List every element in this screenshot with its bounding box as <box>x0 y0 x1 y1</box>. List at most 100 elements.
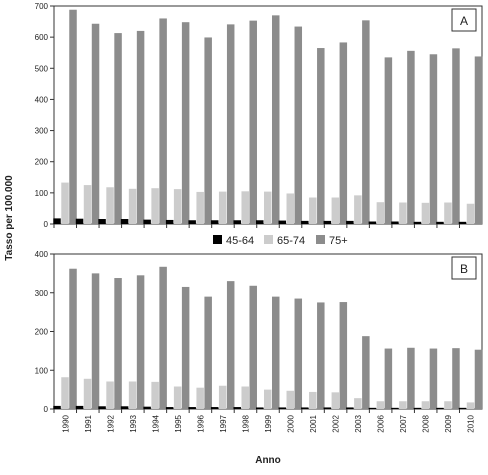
y-axis-title: Tasso per 100.000 <box>4 175 15 261</box>
bar-75-2003 <box>362 336 370 409</box>
bar-75-1994 <box>159 266 167 409</box>
y-tick-label: 200 <box>35 328 49 337</box>
bar-45-64-1993 <box>120 219 129 224</box>
bar-65-74-1997 <box>218 385 227 409</box>
y-tick-label: 700 <box>35 2 49 11</box>
bar-45-64-1999 <box>256 220 264 224</box>
legend-swatch <box>316 235 325 244</box>
x-tick-label: 2010 <box>467 414 476 432</box>
bar-75-1999 <box>272 15 280 224</box>
bar-75-2001 <box>317 302 325 409</box>
bar-75-2008 <box>429 54 438 225</box>
bar-45-64-1993 <box>120 406 129 409</box>
bar-45-64-2002 <box>323 407 332 409</box>
bar-65-74-1996 <box>196 191 204 224</box>
x-tick-label: 1995 <box>174 414 183 432</box>
bar-45-64-1991 <box>75 405 84 409</box>
bar-45-64-2006 <box>368 221 377 224</box>
bar-65-74-1990 <box>61 182 69 224</box>
bar-75-1991 <box>91 273 100 409</box>
bar-75-2010 <box>474 56 483 224</box>
x-tick-label: 1990 <box>61 414 70 432</box>
bar-75-1991 <box>91 23 100 224</box>
bar-45-64-2007 <box>391 407 399 409</box>
chart-panel-a: 0 100 200 300 400 500 600 700 A <box>35 2 483 229</box>
bar-45-64-2009 <box>436 407 444 409</box>
bar-45-64-2003 <box>346 220 354 224</box>
legend-label: 75+ <box>329 235 348 247</box>
bar-65-74-1999 <box>264 389 272 409</box>
bar-45-64-1998 <box>233 407 241 409</box>
x-tick-label: 2008 <box>422 414 431 432</box>
x-tick-label: 2002 <box>332 414 341 432</box>
bar-75-1998 <box>249 20 257 224</box>
bar-65-74-2003 <box>354 195 362 224</box>
y-tick-label: 100 <box>35 189 49 198</box>
x-tick-label: 2006 <box>377 414 386 432</box>
panel-label-box <box>451 256 477 280</box>
bar-45-64-1996 <box>188 407 196 409</box>
x-tick-label: 1991 <box>84 414 93 432</box>
bar-65-74-2001 <box>309 197 317 224</box>
bar-75-1997 <box>226 281 235 409</box>
y-tick-label: 100 <box>35 366 49 375</box>
x-tick-label: 2009 <box>444 414 453 432</box>
bar-65-74-2000 <box>286 390 295 409</box>
y-tick-label: 400 <box>35 95 49 104</box>
bar-75-2009 <box>452 48 460 225</box>
y-tick-label: 300 <box>35 289 49 298</box>
bar-45-64-2000 <box>278 220 287 224</box>
bar-45-64-2001 <box>301 220 309 224</box>
bar-75-2008 <box>429 348 438 409</box>
bar-75-1992 <box>114 33 122 224</box>
bar-75-2002 <box>339 302 348 409</box>
bar-65-74-2010 <box>466 203 475 224</box>
bar-75-1993 <box>136 30 145 224</box>
x-tick-label: 1993 <box>129 414 138 432</box>
bar-75-1997 <box>226 24 235 225</box>
bar-75-2000 <box>294 26 303 224</box>
x-tick-label: 1997 <box>219 414 228 432</box>
x-tick-label: 1996 <box>196 414 205 432</box>
bar-45-64-1992 <box>98 406 106 409</box>
bar-45-64-2008 <box>413 407 422 409</box>
y-tick-label: 200 <box>35 158 49 167</box>
bar-45-64-2002 <box>323 220 332 224</box>
bar-75-2010 <box>474 349 483 409</box>
bar-75-1995 <box>181 286 190 409</box>
panel-label: B <box>460 262 468 276</box>
bar-65-74-1998 <box>241 191 249 224</box>
bar-75-1998 <box>249 285 257 409</box>
y-tick-label: 400 <box>35 250 49 259</box>
bar-75-2002 <box>339 42 348 225</box>
bar-65-74-2008 <box>421 401 430 409</box>
bar-45-64-2010 <box>458 221 467 224</box>
bar-65-74-1992 <box>106 187 114 224</box>
y-tick-label: 300 <box>35 127 49 136</box>
x-tick-label: 1994 <box>151 414 160 432</box>
bar-65-74-1995 <box>173 386 182 409</box>
bar-75-2001 <box>317 48 325 224</box>
bar-65-74-1999 <box>264 191 272 224</box>
bar-75-1999 <box>272 296 280 409</box>
bar-45-64-1997 <box>210 407 219 409</box>
bar-45-64-1998 <box>233 220 241 224</box>
bar-75-2009 <box>452 348 460 409</box>
legend-label: 45-64 <box>226 235 254 247</box>
bar-65-74-2006 <box>376 401 385 409</box>
bar-65-74-1997 <box>218 191 227 224</box>
bar-75-2000 <box>294 298 303 409</box>
chart-panels: 0 100 200 300 400 500 600 700 A 0 100 200 300 400 1990… <box>35 2 483 433</box>
bar-45-64-2010 <box>458 407 467 409</box>
x-tick-label: 1992 <box>106 414 115 432</box>
bar-75-1990 <box>69 9 77 225</box>
bar-65-74-1994 <box>151 188 159 224</box>
bar-75-1996 <box>204 296 212 409</box>
bar-65-74-2008 <box>421 202 430 224</box>
x-tick-label: 1999 <box>264 414 273 432</box>
legend-swatch <box>213 235 222 244</box>
bar-65-74-2000 <box>286 193 295 224</box>
y-tick-label: 0 <box>44 220 49 229</box>
bar-65-74-2010 <box>466 402 475 409</box>
